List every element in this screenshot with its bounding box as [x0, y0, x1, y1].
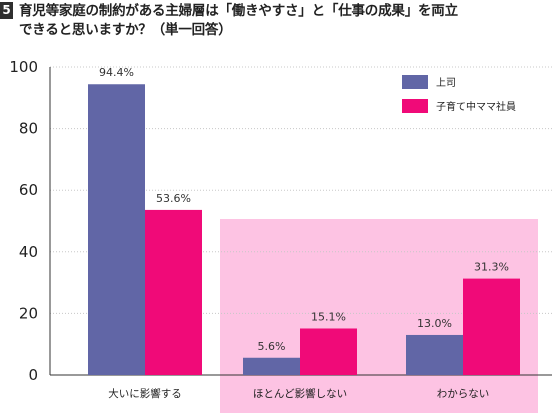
category-label: わからない [437, 388, 490, 400]
bar-boss-0 [88, 84, 145, 376]
chart-header: 5 育児等家庭の制約がある主婦層は「働きやすさ」と「仕事の成果」を両立 できると… [0, 0, 558, 40]
legend-swatch-boss [402, 75, 428, 89]
y-tick-label: 40 [19, 243, 38, 261]
y-tick-label: 100 [9, 58, 38, 76]
legend-label: 子育て中ママ社員 [436, 100, 516, 113]
data-label: 15.1% [311, 310, 346, 323]
bar-mother-1 [300, 328, 357, 375]
y-tick-label: 0 [28, 366, 38, 384]
bar-mother-2 [463, 278, 520, 375]
bar-mother-0 [145, 209, 202, 375]
y-tick-label: 80 [19, 120, 38, 138]
data-label: 53.6% [156, 192, 191, 205]
y-tick-label: 20 [19, 304, 38, 322]
question-title-line1: 育児等家庭の制約がある主婦層は「働きやすさ」と「仕事の成果」を両立 [19, 3, 458, 19]
question-number-badge: 5 [0, 2, 13, 19]
bar-boss-2 [406, 334, 463, 375]
data-label: 94.4% [99, 66, 134, 79]
bar-boss-1 [243, 357, 300, 375]
legend-swatch-mother [402, 99, 428, 113]
data-label: 5.6% [258, 340, 286, 353]
data-label: 31.3% [474, 261, 509, 274]
question-title-line2: できると思いますか？（単一回答） [19, 22, 232, 38]
legend-label: 上司 [436, 77, 456, 89]
y-tick-label: 60 [19, 181, 38, 199]
category-label: ほとんど影響しない [253, 387, 347, 400]
category-label: 大いに影響する [108, 387, 182, 400]
data-label: 13.0% [417, 317, 452, 330]
